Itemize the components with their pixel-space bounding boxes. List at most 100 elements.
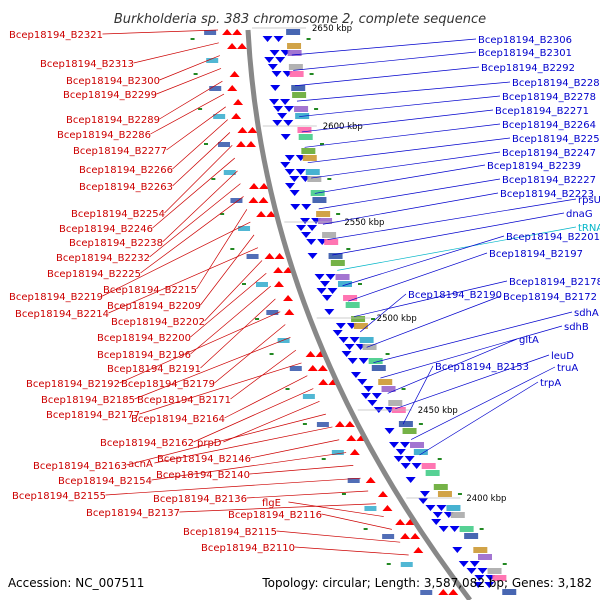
- left-gene-label[interactable]: Bcep18194_B2185: [41, 395, 135, 406]
- left-gene-label[interactable]: Bcep18194_B2321: [9, 30, 103, 41]
- right-gene-label[interactable]: sdhA: [574, 308, 599, 319]
- right-gene-label[interactable]: tRNA-Met5: [578, 223, 600, 234]
- feature-block: [288, 64, 303, 70]
- left-gene-label[interactable]: flgE: [262, 498, 281, 509]
- left-gene-label[interactable]: Bcep18194_B2266: [79, 165, 173, 176]
- left-gene-label[interactable]: Bcep18194_B2140: [156, 470, 250, 481]
- right-gene-label[interactable]: dnaG: [566, 209, 593, 220]
- reverse-gene-arrow: [307, 225, 318, 231]
- left-gene-label[interactable]: Bcep18194_B2200: [97, 333, 191, 344]
- right-gene-label[interactable]: Bcep18194_B2239: [487, 161, 581, 172]
- forward-gene-arrow: [400, 533, 411, 539]
- right-gene-label[interactable]: Bcep18194_B2190: [408, 290, 502, 301]
- left-gene-label[interactable]: Bcep18194_B2162: [100, 438, 194, 449]
- left-gene-label[interactable]: Bcep18194_B2246: [59, 224, 153, 235]
- left-gene-label[interactable]: Bcep18194_B2215: [103, 285, 197, 296]
- left-gene-label[interactable]: Bcep18194_B2115: [183, 527, 277, 538]
- left-gene-label[interactable]: Bcep18194_B2286: [57, 130, 151, 141]
- left-gene-label[interactable]: Bcep18194_B2254: [71, 209, 165, 220]
- right-gene-label[interactable]: Bcep18194_B2247: [502, 148, 596, 159]
- feature-block: [218, 142, 230, 147]
- left-gene-label[interactable]: Bcep18194_B2146: [157, 454, 251, 465]
- right-gene-label[interactable]: leuD: [551, 351, 574, 362]
- left-gene-label[interactable]: Bcep18194_B2191: [107, 364, 201, 375]
- reverse-gene-arrow: [269, 50, 280, 56]
- forward-gene-arrow: [377, 491, 388, 497]
- left-gene-label[interactable]: Bcep18194_B2299: [63, 90, 157, 101]
- reverse-gene-arrow: [269, 99, 280, 105]
- left-gene-label[interactable]: Bcep18194_B2163: [33, 461, 127, 472]
- right-gene-label[interactable]: trpA: [540, 378, 561, 389]
- left-gene-label[interactable]: Bcep18194_B2110: [201, 543, 295, 554]
- feature-block: [400, 562, 413, 567]
- left-gene-label[interactable]: Bcep18194_B2116: [228, 510, 322, 521]
- left-gene-label[interactable]: Bcep18194_B2225: [47, 269, 141, 280]
- right-gene-label[interactable]: Bcep18194_B2223: [500, 189, 594, 200]
- left-gene-label[interactable]: Bcep18194_B2313: [40, 59, 134, 70]
- left-gene-label[interactable]: acnA: [128, 459, 153, 470]
- right-gene-label[interactable]: Bcep18194_B2301: [478, 48, 572, 59]
- reverse-gene-arrow: [358, 358, 369, 364]
- left-gene-label[interactable]: Bcep18194_B2155: [12, 491, 106, 502]
- left-gene-label[interactable]: Bcep18194_B2238: [69, 238, 163, 249]
- reverse-gene-arrow: [384, 428, 395, 434]
- left-label-leader: [108, 247, 259, 314]
- left-gene-label[interactable]: Bcep18194_B2202: [111, 317, 205, 328]
- left-gene-label[interactable]: Bcep18194_B2214: [15, 309, 109, 320]
- reverse-gene-arrow: [322, 295, 333, 301]
- feature-block: [473, 547, 488, 553]
- right-gene-label[interactable]: Bcep18194_B2197: [489, 249, 583, 260]
- reverse-gene-arrow: [418, 498, 429, 504]
- right-gene-label[interactable]: Bcep18194_B2292: [481, 63, 575, 74]
- left-label-leader: [193, 388, 314, 443]
- left-label-leader: [172, 119, 228, 170]
- left-gene-label[interactable]: Bcep18194_B2289: [66, 115, 160, 126]
- left-gene-label[interactable]: Bcep18194_B2300: [66, 76, 160, 87]
- reverse-gene-arrow: [284, 183, 295, 189]
- left-gene-label[interactable]: Bcep18194_B2136: [153, 494, 247, 505]
- reverse-gene-arrow: [307, 253, 318, 259]
- right-gene-label[interactable]: Bcep18194_B2252: [512, 134, 600, 145]
- right-gene-label[interactable]: Bcep18194_B2282: [512, 78, 600, 89]
- reverse-gene-arrow: [270, 85, 281, 91]
- feature-block: [446, 505, 461, 511]
- left-gene-labels: Bcep18194_B2321 Bcep18194_B2313 Bcep18194_…: [9, 29, 409, 556]
- feature-block: [328, 253, 343, 259]
- right-gene-label[interactable]: rpsU: [578, 195, 600, 206]
- right-gene-label[interactable]: truA: [557, 363, 578, 374]
- reverse-gene-arrow: [404, 456, 415, 462]
- left-gene-label[interactable]: Bcep18194_B2196: [97, 350, 191, 361]
- left-gene-label[interactable]: Bcep18194_B2164: [131, 414, 225, 425]
- left-gene-label[interactable]: Bcep18194_B2192: [26, 379, 120, 390]
- right-gene-label[interactable]: Bcep18194_B2278: [502, 92, 596, 103]
- right-gene-label[interactable]: Bcep18194_B2271: [495, 106, 589, 117]
- right-gene-label[interactable]: Bcep18194_B2153: [435, 362, 529, 373]
- left-gene-label[interactable]: Bcep18194_B2263: [79, 182, 173, 193]
- left-gene-label[interactable]: Bcep18194_B2232: [56, 253, 150, 264]
- right-label-leader: [402, 365, 434, 425]
- right-gene-label[interactable]: Bcep18194_B2201: [506, 232, 600, 243]
- feature-block: [381, 386, 396, 392]
- left-gene-label[interactable]: Bcep18194_B2219: [9, 292, 103, 303]
- right-gene-label[interactable]: Bcep18194_B2227: [502, 175, 596, 186]
- left-gene-label[interactable]: Bcep18194_B2171: [137, 395, 231, 406]
- right-gene-label[interactable]: gltA: [519, 335, 539, 346]
- green-marker: [220, 213, 225, 215]
- left-gene-label[interactable]: Bcep18194_B2154: [58, 476, 152, 487]
- left-gene-label[interactable]: Bcep18194_B2177: [46, 410, 140, 421]
- left-gene-label[interactable]: Bcep18194_B2277: [73, 146, 167, 157]
- reverse-gene-arrow: [301, 204, 312, 210]
- right-gene-label[interactable]: Bcep18194_B2178: [509, 277, 600, 288]
- right-gene-label[interactable]: Bcep18194_B2306: [478, 35, 572, 46]
- left-gene-label[interactable]: Bcep18194_B2209: [107, 301, 201, 312]
- forward-gene-arrow: [273, 281, 284, 287]
- reverse-gene-arrow: [289, 190, 300, 196]
- right-label-leader: [366, 295, 502, 348]
- right-label-leader: [318, 178, 501, 210]
- reverse-gene-arrow: [484, 582, 495, 588]
- right-gene-label[interactable]: sdhB: [564, 322, 589, 333]
- right-gene-label[interactable]: Bcep18194_B2172: [503, 292, 597, 303]
- right-gene-label[interactable]: Bcep18194_B2264: [502, 120, 596, 131]
- left-gene-label[interactable]: Bcep18194_B2137: [86, 508, 180, 519]
- left-gene-label[interactable]: Bcep18194_B2179: [121, 379, 215, 390]
